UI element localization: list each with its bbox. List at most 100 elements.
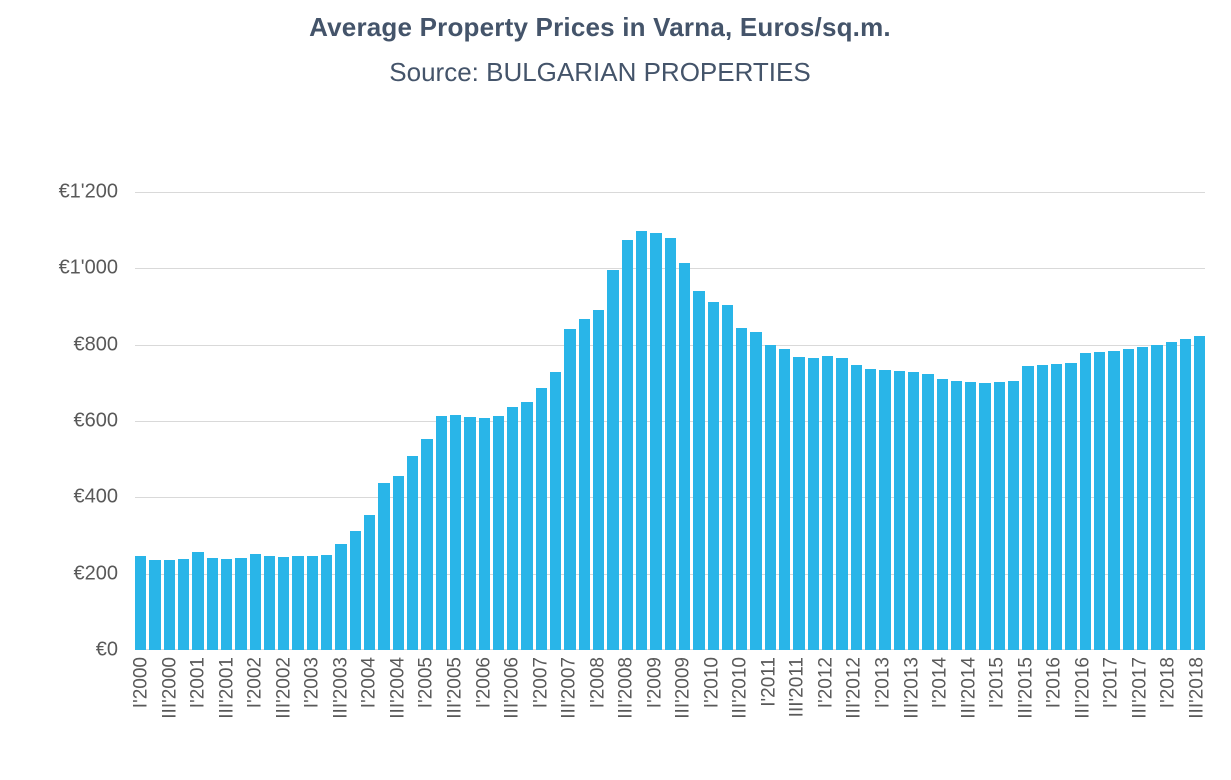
bar — [378, 483, 390, 650]
x-axis-tick-label: I'2015 — [986, 657, 1008, 709]
x-axis-tick-label: III'2016 — [1072, 657, 1094, 719]
x-axis-tick-label: III'2010 — [729, 657, 751, 719]
x-axis-tick-label: III'2002 — [273, 657, 295, 719]
x-axis-tick-label: I'2001 — [187, 657, 209, 709]
bar — [406, 456, 419, 650]
bar — [135, 556, 147, 650]
bar — [1036, 365, 1048, 650]
bar — [1008, 381, 1020, 650]
bar — [1151, 345, 1163, 650]
bar — [807, 358, 819, 650]
x-axis-tick-label: I'2018 — [1157, 657, 1179, 709]
bar — [965, 382, 977, 650]
bar — [922, 374, 934, 650]
x-axis-tick-label: III'2007 — [558, 657, 580, 719]
bar — [693, 291, 705, 650]
bar — [177, 559, 190, 650]
x-axis-tick-label: I'2003 — [301, 657, 323, 709]
bar — [607, 270, 619, 650]
x-axis-tick-label: I'2002 — [244, 657, 266, 709]
bar — [979, 383, 991, 650]
bar — [306, 556, 319, 650]
bar — [535, 388, 548, 650]
y-axis-tick-label: €1'000 — [58, 256, 118, 279]
bar — [421, 439, 433, 650]
chart-title: Average Property Prices in Varna, Euros/… — [309, 12, 891, 42]
bar — [1108, 351, 1120, 650]
bar-series — [135, 192, 1206, 650]
bar — [1051, 364, 1063, 650]
bar — [793, 357, 805, 650]
x-axis-tick-label: III'2001 — [216, 657, 238, 719]
x-axis-tick-label: III'2004 — [387, 657, 409, 719]
x-axis-tick-label: I'2004 — [358, 657, 380, 709]
bar — [564, 329, 576, 650]
bar — [1179, 339, 1192, 650]
y-axis-tick-label: €1'200 — [58, 180, 118, 203]
x-axis-tick-label: III'2005 — [444, 657, 466, 719]
bar — [321, 555, 333, 650]
bar — [764, 345, 777, 650]
bar — [507, 407, 519, 650]
bar — [1136, 347, 1149, 650]
bar — [550, 372, 562, 650]
bar — [621, 240, 633, 650]
x-axis-tick-label: III'2013 — [901, 657, 923, 719]
x-axis-tick-label: I'2011 — [758, 657, 780, 707]
x-axis-tick-label: III'2009 — [672, 657, 694, 719]
bar — [292, 556, 304, 650]
x-axis-tick-label: I'2009 — [644, 657, 666, 709]
x-axis-tick-label: I'2014 — [929, 657, 951, 709]
x-axis-tick-label: I'2007 — [530, 657, 552, 709]
bar — [850, 365, 862, 650]
bar — [993, 382, 1006, 650]
bar — [192, 552, 204, 650]
bar — [650, 233, 662, 650]
bar — [1194, 336, 1206, 650]
bar — [449, 415, 462, 650]
bar — [822, 356, 834, 650]
bar — [1022, 366, 1034, 650]
bar — [263, 556, 276, 650]
bar — [736, 328, 748, 650]
bar — [335, 544, 347, 650]
bar — [578, 319, 590, 650]
gridline — [135, 192, 1205, 193]
y-axis-tick-label: €400 — [73, 485, 119, 508]
bar — [235, 558, 247, 650]
bar — [364, 515, 376, 650]
y-axis-tick-label: €800 — [73, 333, 119, 356]
bar — [1122, 349, 1134, 650]
bar — [206, 558, 218, 650]
x-axis-tick-label: I'2017 — [1100, 657, 1122, 709]
y-axis: €0 €200 €400 €600 €800 €1'000 €1'200 — [0, 181, 120, 661]
x-axis-tick-label: III'2006 — [501, 657, 523, 719]
x-axis-tick-label: I'2012 — [815, 657, 837, 709]
bar — [750, 332, 762, 650]
bar — [1065, 363, 1077, 650]
bar — [220, 559, 233, 650]
x-axis-tick-label: III'2015 — [1015, 657, 1037, 719]
bar — [349, 531, 361, 650]
bar — [879, 370, 891, 650]
x-axis-tick-label: III'2014 — [958, 657, 980, 719]
x-axis-tick-label: I'2000 — [130, 657, 152, 709]
bar — [779, 349, 791, 650]
bar — [836, 358, 848, 650]
y-axis-tick-label: €600 — [73, 409, 119, 432]
bar — [435, 416, 447, 650]
bar — [1093, 352, 1106, 650]
x-axis-tick-label: III'2017 — [1129, 657, 1151, 719]
bar — [492, 416, 505, 650]
bar — [1079, 353, 1091, 650]
x-axis-tick-label: III'2000 — [159, 657, 181, 719]
bar — [593, 310, 605, 650]
y-axis-tick-label: €200 — [73, 562, 119, 585]
chart-subtitle: Source: BULGARIAN PROPERTIES — [389, 57, 811, 87]
bar — [664, 238, 676, 650]
bar — [392, 476, 404, 650]
x-axis-tick-label: III'2008 — [615, 657, 637, 719]
x-axis-tick-label: I'2013 — [872, 657, 894, 709]
bar — [893, 371, 905, 650]
x-axis-tick-label: I'2008 — [587, 657, 609, 709]
